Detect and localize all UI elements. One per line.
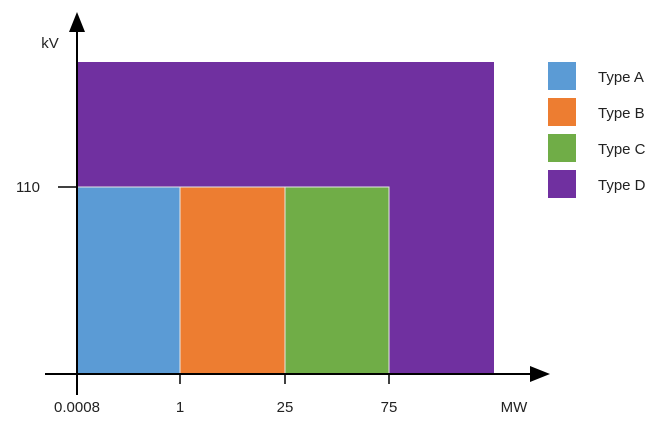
region-type-a: [76, 186, 181, 375]
x-tick-label: 75: [381, 399, 398, 416]
legend-label: Type D: [598, 177, 646, 194]
legend: Type A Type B Type C Type D: [548, 62, 646, 198]
region-type-b: [179, 186, 286, 375]
y-tick-label: 110: [16, 179, 40, 196]
legend-swatch-type-a: [548, 62, 576, 90]
legend-label: Type B: [598, 105, 645, 122]
axes-layer: MW kV: [41, 12, 550, 416]
region-type-c: [284, 186, 390, 375]
legend-label: Type C: [598, 141, 646, 158]
x-tick-label: 25: [277, 399, 294, 416]
ticks-layer: 0.0008 1 25 75 110: [16, 179, 397, 416]
x-tick-label: 0.0008: [54, 399, 100, 416]
legend-swatch-type-d: [548, 170, 576, 198]
legend-swatch-type-b: [548, 98, 576, 126]
y-axis-arrow: [69, 12, 85, 32]
legend-label: Type A: [598, 69, 644, 86]
x-tick-label: 1: [176, 399, 184, 416]
regions-layer: [76, 62, 494, 375]
x-axis-label: MW: [501, 399, 528, 416]
legend-swatch-type-c: [548, 134, 576, 162]
y-axis-label: kV: [41, 35, 59, 52]
x-axis-arrow: [530, 366, 550, 382]
